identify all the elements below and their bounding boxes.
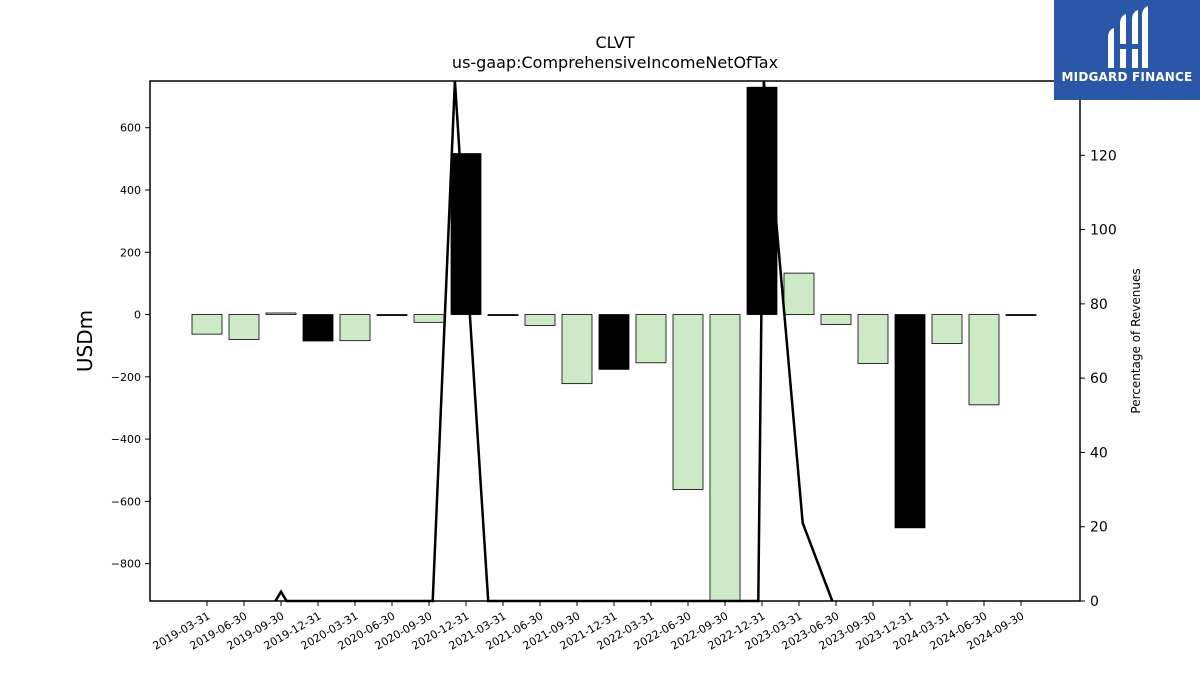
bar-2021-03-31 (487, 314, 519, 316)
bar-2021-06-30 (524, 314, 556, 326)
y-tick-label: 0 (134, 309, 141, 322)
y-tick-label: 600 (120, 122, 141, 135)
bar-2021-09-30 (561, 314, 593, 385)
bar-2019-09-30 (265, 312, 297, 315)
plot-frame (149, 80, 1081, 602)
x-axis: 2019-03-312019-06-302019-09-302019-12-31… (151, 601, 1027, 653)
bar-2022-06-30 (672, 314, 704, 490)
y2-tick-label: 0 (1090, 594, 1099, 610)
y-axis: −800 −600 −400 −200 0 200 400 600 (111, 122, 150, 571)
line-layer (274, 80, 834, 603)
y2-tick-label: 100 (1090, 223, 1117, 239)
y2-tick-label: 120 (1090, 148, 1117, 164)
y2-tick-label: 80 (1090, 297, 1108, 313)
bar-2020-06-30 (376, 314, 408, 316)
y-tick-label: −600 (111, 495, 141, 508)
bar-2019-03-31 (191, 314, 223, 335)
brand-mark-icon (1108, 6, 1148, 68)
chart-title: CLVT (595, 33, 634, 52)
bar-2022-09-30 (709, 314, 741, 602)
bar-2020-12-31 (450, 153, 482, 315)
bar-2019-06-30 (228, 314, 260, 340)
bar-2022-03-31 (635, 314, 667, 364)
brand-logo: MIDGARD FINANCE (1054, 0, 1200, 100)
bar-2023-03-31 (783, 272, 815, 315)
y2-tick-label: 40 (1090, 445, 1108, 461)
y2-axis: 0 20 40 60 80 100 120 (1080, 148, 1117, 610)
y-tick-label: −200 (111, 371, 141, 384)
bar-2019-12-31 (302, 314, 334, 342)
y-tick-label: −400 (111, 433, 141, 446)
percentage-of-revenues-line (274, 80, 834, 603)
bar-2020-09-30 (413, 314, 445, 323)
y2-axis-label: Percentage of Revenues (1129, 268, 1143, 413)
y2-tick-label: 60 (1090, 371, 1108, 387)
bar-2023-06-30 (820, 314, 852, 325)
y-tick-label: 400 (120, 184, 141, 197)
y-axis-label: USDm (73, 310, 97, 372)
bars-layer (191, 86, 1037, 602)
bar-2021-12-31 (598, 314, 630, 370)
bar-2020-03-31 (339, 314, 371, 342)
y2-tick-label: 20 (1090, 520, 1108, 536)
bar-2024-03-31 (931, 314, 963, 344)
bar-2024-06-30 (968, 314, 1000, 406)
y-tick-label: 200 (120, 246, 141, 259)
brand-name: MIDGARD FINANCE (1061, 70, 1193, 84)
y-tick-label: −800 (111, 558, 141, 571)
bar-2024-09-30 (1005, 314, 1037, 316)
chart-subtitle: us-gaap:ComprehensiveIncomeNetOfTax (452, 53, 778, 72)
bar-2023-09-30 (857, 314, 889, 364)
bar-2023-12-31 (894, 314, 926, 529)
